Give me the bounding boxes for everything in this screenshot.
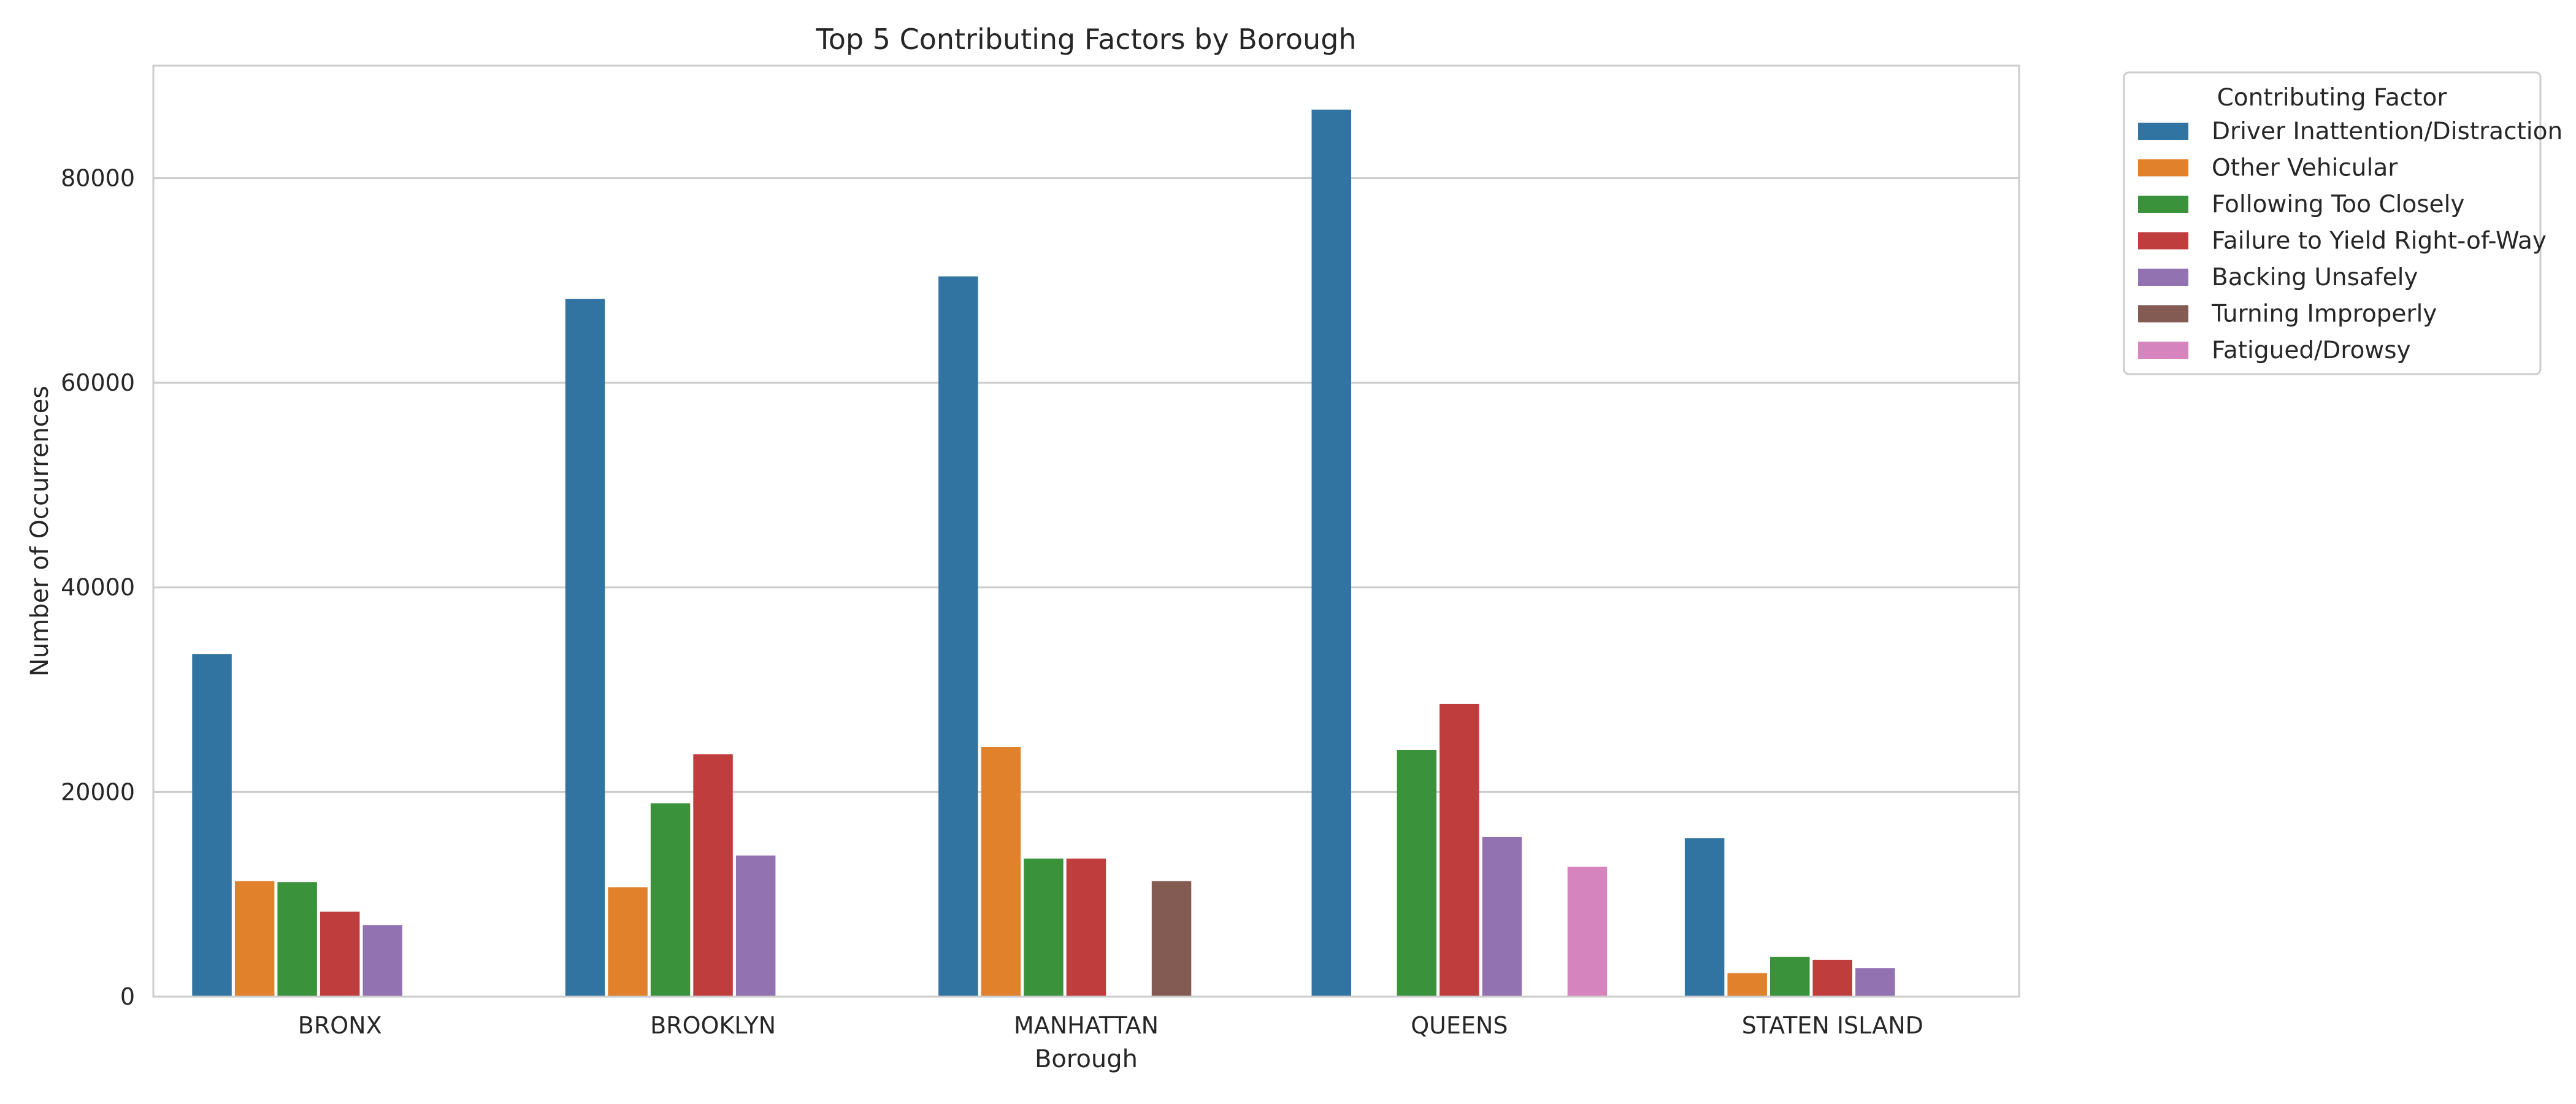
legend-swatch bbox=[2138, 342, 2188, 359]
bar bbox=[320, 911, 360, 997]
bar bbox=[693, 754, 733, 997]
bar bbox=[277, 882, 317, 997]
bar bbox=[362, 925, 402, 997]
legend-swatch bbox=[2138, 123, 2188, 140]
legend-swatch bbox=[2138, 232, 2188, 250]
bar bbox=[981, 747, 1021, 997]
x-tick-label: BROOKLYN bbox=[650, 1012, 776, 1039]
y-tick-labels: 0 20000 40000 60000 80000 bbox=[61, 164, 135, 1010]
bar bbox=[1066, 858, 1106, 997]
bars bbox=[192, 109, 1895, 997]
bar bbox=[938, 276, 978, 997]
y-tick-label: 0 bbox=[120, 983, 135, 1010]
y-axis-label: Number of Occurrences bbox=[26, 386, 54, 677]
legend-label: Following Too Closely bbox=[2212, 191, 2465, 218]
x-tick-label: QUEENS bbox=[1411, 1012, 1508, 1039]
legend-items: Driver Inattention/Distraction Other Vehi… bbox=[2138, 118, 2563, 364]
bar bbox=[735, 855, 776, 997]
x-tick-label: BRONX bbox=[298, 1012, 382, 1039]
bar bbox=[192, 654, 232, 997]
legend: Contributing Factor Driver Inattention/D… bbox=[2123, 71, 2563, 375]
bar bbox=[1439, 703, 1479, 997]
y-tick-label: 60000 bbox=[61, 369, 135, 396]
bar bbox=[1770, 956, 1810, 997]
bar bbox=[1482, 837, 1522, 997]
legend-swatch bbox=[2138, 269, 2188, 286]
y-tick-label: 40000 bbox=[61, 574, 135, 601]
grid-lines bbox=[153, 177, 2019, 793]
bar bbox=[234, 881, 275, 997]
bar bbox=[1684, 838, 1725, 997]
bar bbox=[565, 299, 605, 997]
y-tick-label: 20000 bbox=[61, 778, 135, 805]
legend-label: Fatigued/Drowsy bbox=[2212, 337, 2411, 364]
legend-title: Contributing Factor bbox=[2217, 84, 2448, 112]
bar bbox=[1024, 858, 1064, 997]
bar bbox=[1727, 973, 1767, 997]
x-tick-label: STATEN ISLAND bbox=[1742, 1012, 1923, 1039]
x-axis-label: Borough bbox=[1035, 1045, 1138, 1073]
y-tick-label: 80000 bbox=[61, 164, 135, 191]
bar bbox=[1151, 881, 1192, 997]
legend-swatch bbox=[2138, 305, 2188, 323]
bar bbox=[1397, 750, 1437, 997]
x-tick-label: MANHATTAN bbox=[1014, 1012, 1159, 1039]
bar bbox=[1311, 109, 1351, 997]
chart-title: Top 5 Contributing Factors by Borough bbox=[815, 23, 1356, 56]
legend-frame bbox=[2123, 71, 2542, 375]
legend-label: Driver Inattention/Distraction bbox=[2212, 118, 2563, 145]
bar bbox=[1567, 867, 1608, 997]
legend-label: Backing Unsafely bbox=[2212, 264, 2418, 291]
legend-label: Other Vehicular bbox=[2212, 155, 2398, 182]
plot-frame bbox=[152, 64, 2020, 998]
legend-label: Turning Improperly bbox=[2211, 301, 2437, 328]
legend-swatch bbox=[2138, 159, 2188, 177]
bar bbox=[608, 887, 648, 997]
bar bbox=[650, 803, 691, 997]
legend-label: Failure to Yield Right-of-Way bbox=[2212, 228, 2547, 255]
bar bbox=[1855, 968, 1895, 997]
legend-swatch bbox=[2138, 196, 2188, 213]
bar bbox=[1812, 959, 1852, 997]
x-tick-labels: BRONX BROOKLYN MANHATTAN QUEENS STATEN ISLAN… bbox=[298, 1012, 1923, 1039]
